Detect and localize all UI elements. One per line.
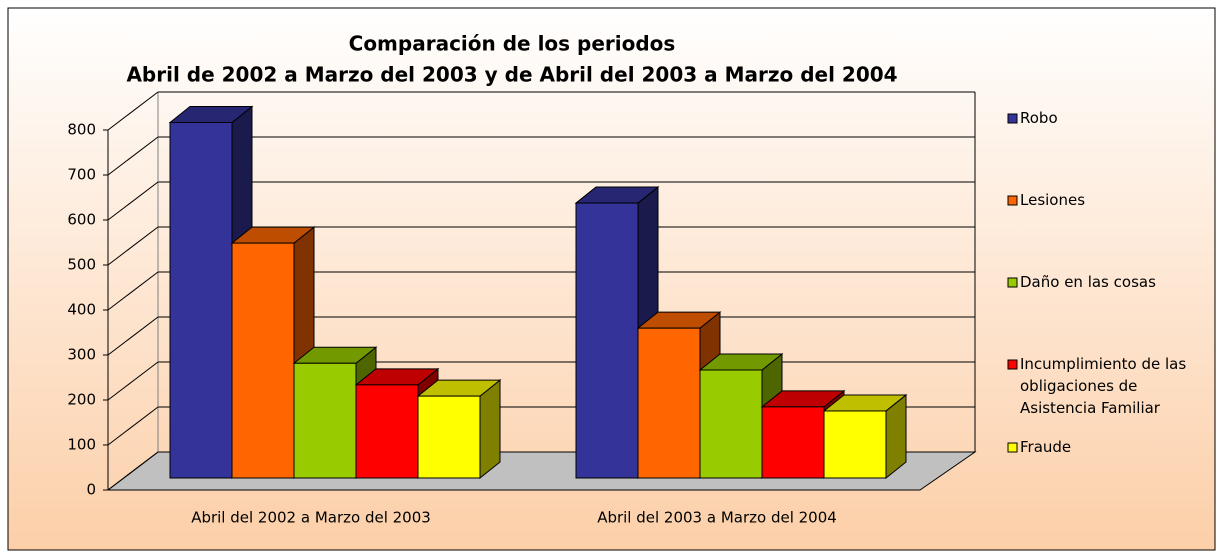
legend-swatch bbox=[1007, 277, 1018, 288]
y-tick-label: 800 bbox=[67, 121, 96, 139]
legend-swatch bbox=[1007, 195, 1018, 206]
y-tick-label: 200 bbox=[67, 391, 96, 409]
x-tick-label: Abril del 2002 a Marzo del 2003 bbox=[191, 509, 431, 527]
legend-entry: Daño en las cosas bbox=[1020, 273, 1156, 291]
grid-line bbox=[107, 226, 159, 266]
legend-label: Daño en las cosas bbox=[1020, 273, 1156, 291]
grid-line bbox=[107, 181, 159, 221]
legend-label: Fraude bbox=[1020, 438, 1072, 456]
y-tick-label: 700 bbox=[67, 166, 96, 184]
grid-line bbox=[107, 136, 159, 176]
chart-subtitle: Abril de 2002 a Marzo del 2003 y de Abri… bbox=[126, 63, 897, 87]
legend-label: Lesiones bbox=[1020, 191, 1086, 209]
bar-front bbox=[575, 202, 639, 479]
legend-entry: Lesiones bbox=[1020, 191, 1086, 209]
legend-label: Robo bbox=[1020, 109, 1058, 127]
legend-entry: Robo bbox=[1020, 109, 1058, 127]
legend-swatch bbox=[1007, 113, 1018, 124]
bar-front bbox=[417, 395, 481, 479]
grid-line bbox=[107, 91, 159, 131]
bar-front bbox=[761, 406, 825, 479]
bar-front bbox=[637, 327, 701, 479]
x-tick-label: Abril del 2003 a Marzo del 2004 bbox=[597, 509, 837, 527]
grid-line bbox=[107, 451, 159, 491]
y-tick-label: 100 bbox=[67, 436, 96, 454]
y-tick-label: 600 bbox=[67, 211, 96, 229]
y-tick-label: 0 bbox=[86, 481, 96, 499]
y-tick-label: 500 bbox=[67, 256, 96, 274]
bar-front bbox=[355, 384, 419, 479]
bar-front bbox=[823, 410, 887, 479]
bar-front bbox=[293, 362, 357, 479]
y-tick-label: 400 bbox=[67, 301, 96, 319]
bar-side bbox=[479, 379, 501, 480]
chart-title: Comparación de los periodos bbox=[349, 32, 676, 56]
grid-line bbox=[107, 271, 159, 311]
bar bbox=[416, 379, 502, 480]
grid-line bbox=[107, 361, 159, 401]
grid-line bbox=[107, 316, 159, 356]
grid-line bbox=[107, 406, 159, 446]
legend-entry: Incumplimiento de las obligaciones de As… bbox=[1020, 355, 1187, 417]
bar-front bbox=[699, 369, 763, 479]
y-tick-label: 300 bbox=[67, 346, 96, 364]
legend-label: Incumplimiento de las obligaciones de As… bbox=[1020, 355, 1187, 417]
legend-swatch bbox=[1007, 442, 1018, 453]
bar-front bbox=[169, 122, 233, 479]
bar bbox=[822, 393, 908, 480]
legend-entry: Fraude bbox=[1020, 438, 1072, 456]
bar-front bbox=[231, 242, 295, 479]
legend-swatch bbox=[1007, 359, 1018, 370]
